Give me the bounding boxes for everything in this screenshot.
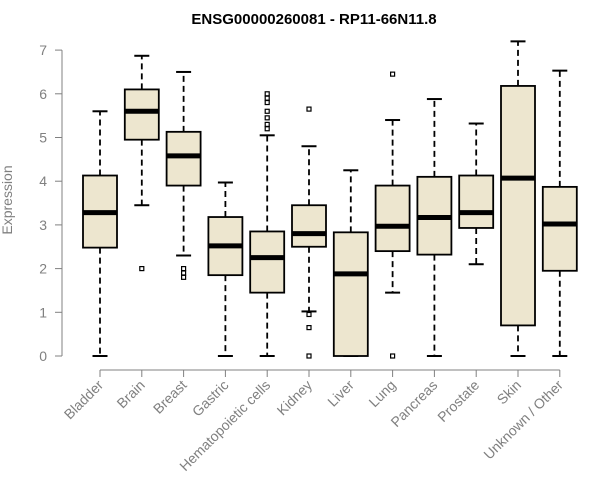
y-tick-label: 0	[39, 348, 47, 364]
box-iqr	[374, 184, 411, 253]
x-tick-label: Prostate	[434, 377, 482, 425]
y-axis-label: Expression	[0, 165, 15, 234]
box-breast	[165, 70, 202, 280]
outlier-point	[264, 126, 270, 132]
box-iqr	[458, 174, 495, 229]
outlier-point	[139, 266, 145, 272]
outlier-point	[264, 108, 270, 114]
outlier-point	[390, 353, 396, 359]
outlier-point	[181, 270, 187, 276]
outlier-point	[264, 95, 270, 101]
outlier-point	[264, 115, 270, 121]
outlier-point	[306, 311, 312, 318]
outlier-point	[306, 324, 312, 331]
box-lung	[374, 71, 411, 359]
y-tick-label: 5	[39, 130, 47, 146]
outlier-point	[306, 106, 312, 112]
x-tick-label: Unknown / Other	[480, 377, 566, 463]
x-tick-label: Liver	[324, 377, 357, 410]
box-gastric	[207, 181, 244, 357]
y-tick-label: 1	[39, 304, 47, 320]
box-iqr	[249, 230, 286, 294]
outlier-point	[390, 71, 396, 77]
box-prostate	[458, 122, 495, 266]
outlier-point	[264, 121, 270, 127]
outlier-point	[264, 91, 270, 97]
x-tick-label: Skin	[494, 377, 525, 408]
box-iqr	[541, 185, 578, 272]
y-tick-label: 7	[39, 42, 47, 58]
box-bladder	[82, 110, 118, 357]
outlier-point	[306, 353, 312, 359]
outlier-point	[181, 266, 187, 272]
y-axis: 0 1 2 3 4 5 6 7	[39, 42, 63, 364]
box-iqr	[123, 88, 160, 141]
outlier-point	[264, 99, 270, 106]
x-tick-label: Lung	[365, 377, 398, 410]
x-tick-label: Bladder	[61, 377, 107, 423]
boxes-group	[82, 40, 578, 359]
y-tick-label: 3	[39, 217, 47, 233]
x-tick-label: Kidney	[274, 377, 316, 419]
chart-title: ENSG00000260081 - RP11-66N11.8	[191, 11, 436, 28]
box-iqr	[291, 204, 327, 248]
box-iqr	[165, 130, 202, 187]
box-unknown-other	[541, 69, 578, 357]
box-iqr	[332, 231, 369, 357]
box-brain	[123, 54, 160, 272]
box-skin	[500, 40, 536, 357]
box-hematopoietic-cells	[249, 91, 286, 357]
y-tick-label: 4	[39, 173, 47, 189]
x-tick-label: Brain	[113, 377, 147, 411]
box-liver	[332, 169, 369, 357]
box-kidney	[291, 106, 327, 359]
y-tick-label: 2	[39, 261, 47, 277]
outlier-point	[181, 274, 187, 280]
box-iqr	[500, 85, 536, 327]
box-pancreas	[416, 98, 453, 357]
y-tick-label: 6	[39, 86, 47, 102]
x-tick-label: Breast	[150, 377, 190, 417]
